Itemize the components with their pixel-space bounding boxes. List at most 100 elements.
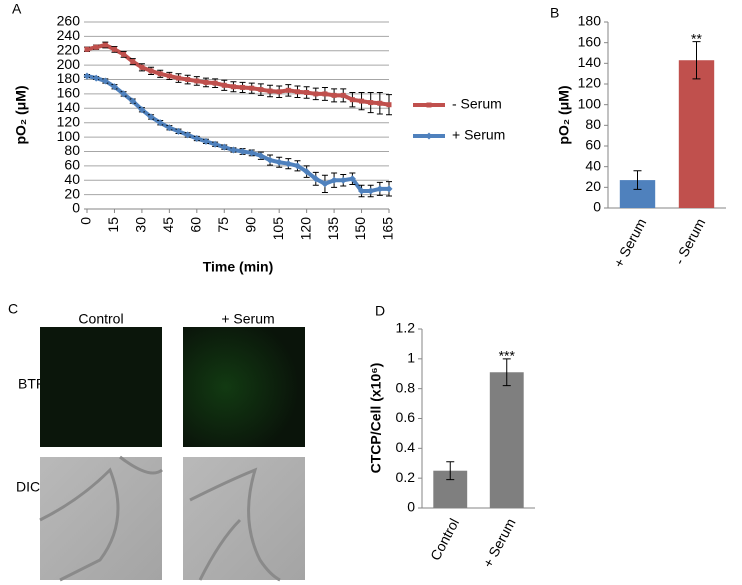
marker [111,46,117,52]
marker [110,83,118,91]
y-tick-label: 240 [57,27,81,43]
marker [92,74,100,82]
marker [121,51,127,57]
marker [304,89,310,95]
marker [313,91,319,97]
y-tick-label: 140 [578,54,602,70]
cell-outline [189,467,281,582]
y-tick-label: 60 [585,137,601,153]
marker [93,44,99,50]
y-tick-label: 40 [64,171,80,187]
marker [348,175,356,183]
significance-label: ** [691,30,702,46]
legend-marker [426,102,432,108]
y-tick-label: 0 [407,499,415,515]
micrograph [40,457,162,580]
marker [294,89,300,95]
marker [358,187,366,195]
marker [330,176,338,184]
marker [139,64,145,70]
marker [211,140,219,148]
marker [258,87,264,93]
y-axis-title: pO₂ (μM) [13,85,29,144]
y-tick-label: 20 [64,185,80,201]
marker [376,185,384,193]
y-tick-label: 260 [57,13,81,29]
y-tick-label: 160 [57,85,81,101]
marker [194,78,200,84]
row-label: BTP [18,376,45,392]
y-tick-label: 140 [57,99,81,115]
y-tick-label: 120 [57,113,81,129]
y-tick-label: 1 [407,350,415,366]
series-line [86,73,389,194]
marker [248,149,256,157]
x-tick-label: 75 [215,217,231,233]
significance-label: *** [499,348,516,364]
marker [284,160,292,168]
y-axis-title: pO₂ (μM) [556,85,572,144]
y-axis-title: CTCP/Cell (x10⁶) [368,363,384,474]
marker [120,90,128,98]
legend-label: - Serum [452,96,502,112]
marker [83,72,91,80]
marker [102,42,108,48]
marker [193,135,201,143]
y-tick-label: 80 [64,142,80,158]
x-tick-label: 150 [352,217,368,241]
y-tick-label: 20 [585,178,601,194]
marker [293,162,301,170]
marker [129,97,137,105]
x-tick-label: 0 [78,217,94,225]
marker [138,106,146,114]
marker [266,156,274,164]
marker [157,71,163,77]
marker [367,187,375,195]
marker [386,102,392,108]
marker [239,147,247,155]
marker [321,180,329,188]
y-tick-label: 0.4 [396,439,416,455]
y-tick-label: 180 [578,13,602,29]
marker [385,185,393,193]
marker [240,84,246,90]
marker [285,87,291,93]
x-tick-label: 60 [188,217,204,233]
legend-marker [425,132,433,140]
marker [249,85,255,91]
y-tick-label: 60 [64,157,80,173]
error-bar [692,41,701,80]
x-tick-label: - Serum [671,216,709,267]
marker [322,91,328,97]
marker [175,127,183,135]
y-tick-label: 0 [593,199,601,215]
marker [220,143,228,151]
y-tick-label: 120 [578,75,602,91]
x-tick-label: Control [427,516,462,563]
panel-label: A [12,1,22,17]
marker [331,92,337,98]
y-tick-label: 0.6 [396,409,416,425]
series-line [86,42,390,107]
x-tick-label: 135 [325,217,341,241]
x-tick-label: 165 [380,217,396,241]
row-label: DIC [16,479,40,495]
marker [212,80,218,86]
cell-outline [39,455,163,582]
y-tick-label: 220 [57,41,81,57]
y-tick-label: 0 [72,200,80,216]
x-tick-label: + Serum [480,516,519,571]
marker [130,59,136,65]
error-bar [633,170,642,190]
y-tick-label: 180 [57,70,81,86]
bar [489,372,524,508]
x-tick-label: 15 [105,217,121,233]
y-tick-label: 1.2 [396,320,416,336]
marker [84,46,90,52]
y-tick-label: 0.2 [396,469,416,485]
column-label: Control [78,311,123,327]
marker [267,88,273,94]
marker [147,113,155,121]
x-tick-label: 105 [270,217,286,241]
y-tick-label: 80 [585,116,601,132]
